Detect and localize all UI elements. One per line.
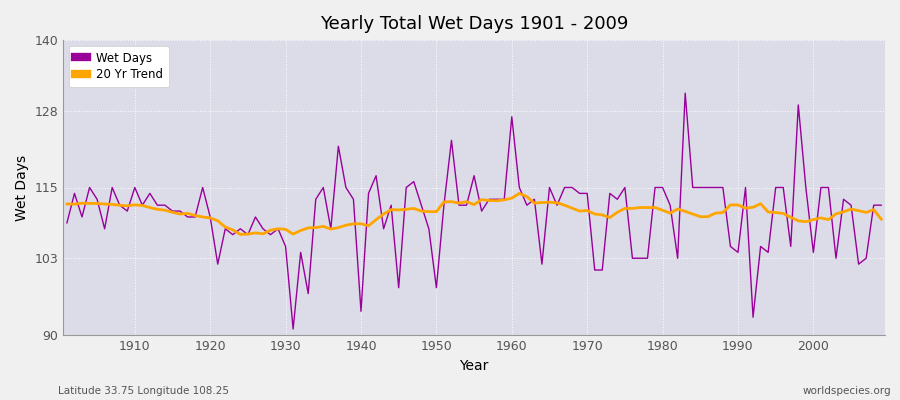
Wet Days (122, 209, 132, 214)
Line: Wet Days: Wet Days (67, 93, 881, 329)
Wet Days (605, 191, 616, 196)
X-axis label: Year: Year (459, 359, 489, 373)
Wet Days (340, 185, 351, 190)
20 Yr Trend (122, 204, 132, 208)
20 Yr Trend (61, 202, 72, 206)
Line: 20 Yr Trend: 20 Yr Trend (67, 193, 881, 234)
Wet Days (61, 220, 72, 225)
Wet Days (514, 185, 525, 190)
20 Yr Trend (514, 191, 525, 196)
Wet Days (288, 326, 299, 331)
Wet Days (876, 203, 886, 208)
Y-axis label: Wet Days: Wet Days (15, 154, 29, 220)
Title: Yearly Total Wet Days 1901 - 2009: Yearly Total Wet Days 1901 - 2009 (320, 15, 628, 33)
Wet Days (295, 250, 306, 255)
20 Yr Trend (507, 196, 517, 200)
20 Yr Trend (295, 228, 306, 233)
20 Yr Trend (521, 194, 532, 199)
20 Yr Trend (340, 223, 351, 228)
20 Yr Trend (235, 232, 246, 237)
Text: worldspecies.org: worldspecies.org (803, 386, 891, 396)
Wet Days (507, 114, 517, 119)
Legend: Wet Days, 20 Yr Trend: Wet Days, 20 Yr Trend (69, 46, 169, 87)
Text: Latitude 33.75 Longitude 108.25: Latitude 33.75 Longitude 108.25 (58, 386, 230, 396)
20 Yr Trend (612, 210, 623, 215)
Wet Days (680, 91, 690, 96)
20 Yr Trend (876, 217, 886, 222)
